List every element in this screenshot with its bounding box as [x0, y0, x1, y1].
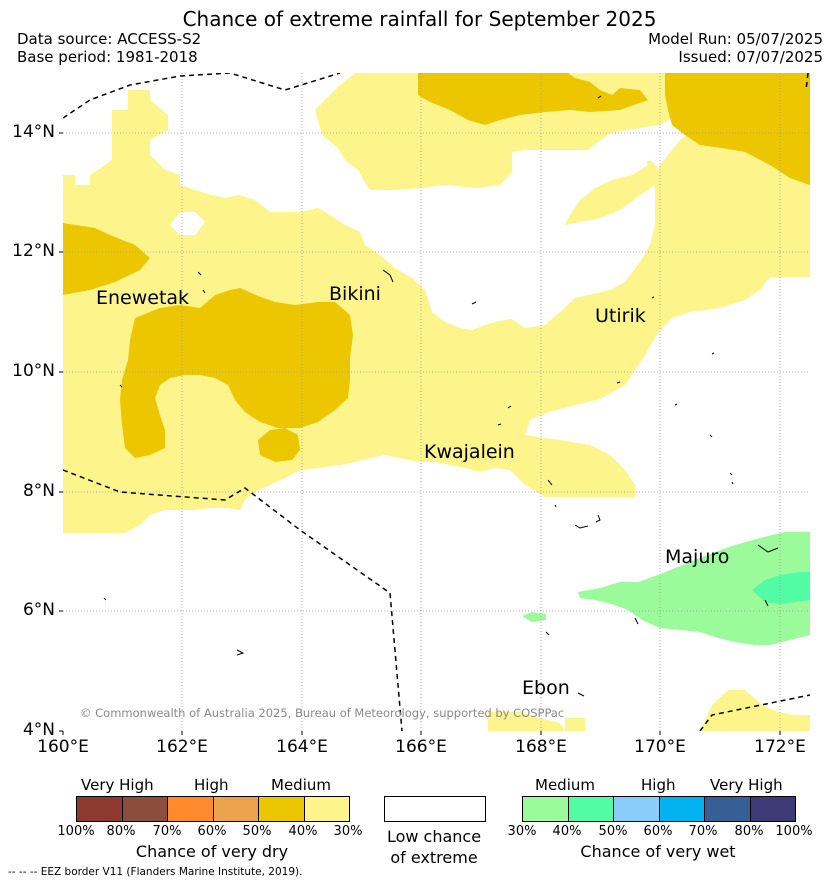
issued-date: Issued: 07/07/2025: [678, 48, 823, 66]
dry-pct-label: 60%: [197, 824, 227, 839]
wet-swatch-60-70: [659, 797, 705, 821]
low-chance-caption-2: of extreme: [390, 848, 478, 867]
dry-swatch-100-80: [77, 797, 123, 821]
wet-pct-label: 80%: [734, 824, 764, 839]
y-tick-label: 8°N: [22, 481, 55, 501]
dry-pct-label: 50%: [242, 824, 272, 839]
base-period: Base period: 1981-2018: [17, 48, 198, 66]
dry-heading-medium: Medium: [271, 776, 331, 794]
wet-colorbar: [522, 796, 796, 822]
low-chance-swatch: [384, 796, 486, 822]
y-tick-label: 4°N: [22, 720, 55, 740]
y-tick-label: 6°N: [22, 600, 55, 620]
wet-swatch-80-100: [750, 797, 795, 821]
dry-heading-high: High: [194, 776, 229, 794]
copyright-notice: © Commonwealth of Australia 2025, Bureau…: [80, 706, 565, 720]
wet-heading-very-high: Very High: [710, 776, 783, 794]
x-tick-label: 160°E: [37, 737, 89, 757]
place-label-enewetak: Enewetak: [96, 287, 190, 309]
dry-heading-very-high: Very High: [81, 776, 154, 794]
y-tick-label: 10°N: [12, 361, 55, 381]
wet-swatch-40-50: [568, 797, 614, 821]
place-label-utirik: Utirik: [595, 305, 646, 327]
dry-swatch-50-40: [259, 797, 305, 821]
wet-heading-high: High: [641, 776, 676, 794]
wet-pct-label: 60%: [643, 824, 673, 839]
wet-pct-label: 70%: [688, 824, 718, 839]
place-label-kwajalein: Kwajalein: [424, 441, 515, 463]
wet-pct-label: 50%: [598, 824, 628, 839]
dry-pct-label: 30%: [333, 824, 363, 839]
dry-swatch-80-70: [122, 797, 168, 821]
wet-swatch-50-60: [614, 797, 660, 821]
x-tick-label: 166°E: [395, 737, 447, 757]
axis-ticks: [59, 132, 781, 735]
place-label-majuro: Majuro: [665, 546, 730, 568]
wet-heading-medium: Medium: [535, 776, 595, 794]
y-tick-label: 12°N: [12, 241, 55, 261]
wet-pct-label: 40%: [552, 824, 582, 839]
low-chance-caption-1: Low chance: [386, 827, 482, 846]
dry-swatch-40-30: [304, 797, 349, 821]
x-tick-label: 170°E: [634, 737, 686, 757]
wet-swatch-70-80: [705, 797, 751, 821]
place-label-ebon: Ebon: [522, 677, 570, 699]
dry-swatch-60-50: [213, 797, 259, 821]
x-tick-label: 168°E: [515, 737, 567, 757]
eez-border-note: -- -- -- EEZ border V11 (Flanders Marine…: [8, 866, 303, 878]
dry-pct-label: 100%: [57, 824, 95, 839]
dry-pct-label: 70%: [152, 824, 182, 839]
dry-caption: Chance of very dry: [135, 842, 289, 861]
dry-pct-label: 80%: [106, 824, 136, 839]
dry-colorbar: [76, 796, 350, 822]
dry-swatch-70-60: [168, 797, 214, 821]
atoll-outlines: [103, 95, 779, 697]
data-source: Data source: ACCESS-S2: [17, 30, 202, 48]
eez-border: [63, 73, 810, 731]
model-run: Model Run: 05/07/2025: [648, 30, 823, 48]
place-label-bikini: Bikini: [329, 283, 381, 305]
map-title: Chance of extreme rainfall for September…: [182, 7, 657, 31]
wet-medium-high-region: [752, 572, 810, 604]
wet-medium-region: [522, 532, 810, 645]
y-tick-label: 14°N: [12, 122, 55, 142]
x-tick-label: 164°E: [276, 737, 328, 757]
wet-caption: Chance of very wet: [580, 842, 736, 861]
dry-pct-label: 40%: [288, 824, 318, 839]
wet-pct-label: 30%: [507, 824, 537, 839]
x-tick-label: 172°E: [754, 737, 806, 757]
wet-swatch-30-40: [523, 797, 569, 821]
x-tick-label: 162°E: [156, 737, 208, 757]
wet-pct-label: 100%: [775, 824, 813, 839]
dry-medium-high-region: [63, 73, 810, 462]
